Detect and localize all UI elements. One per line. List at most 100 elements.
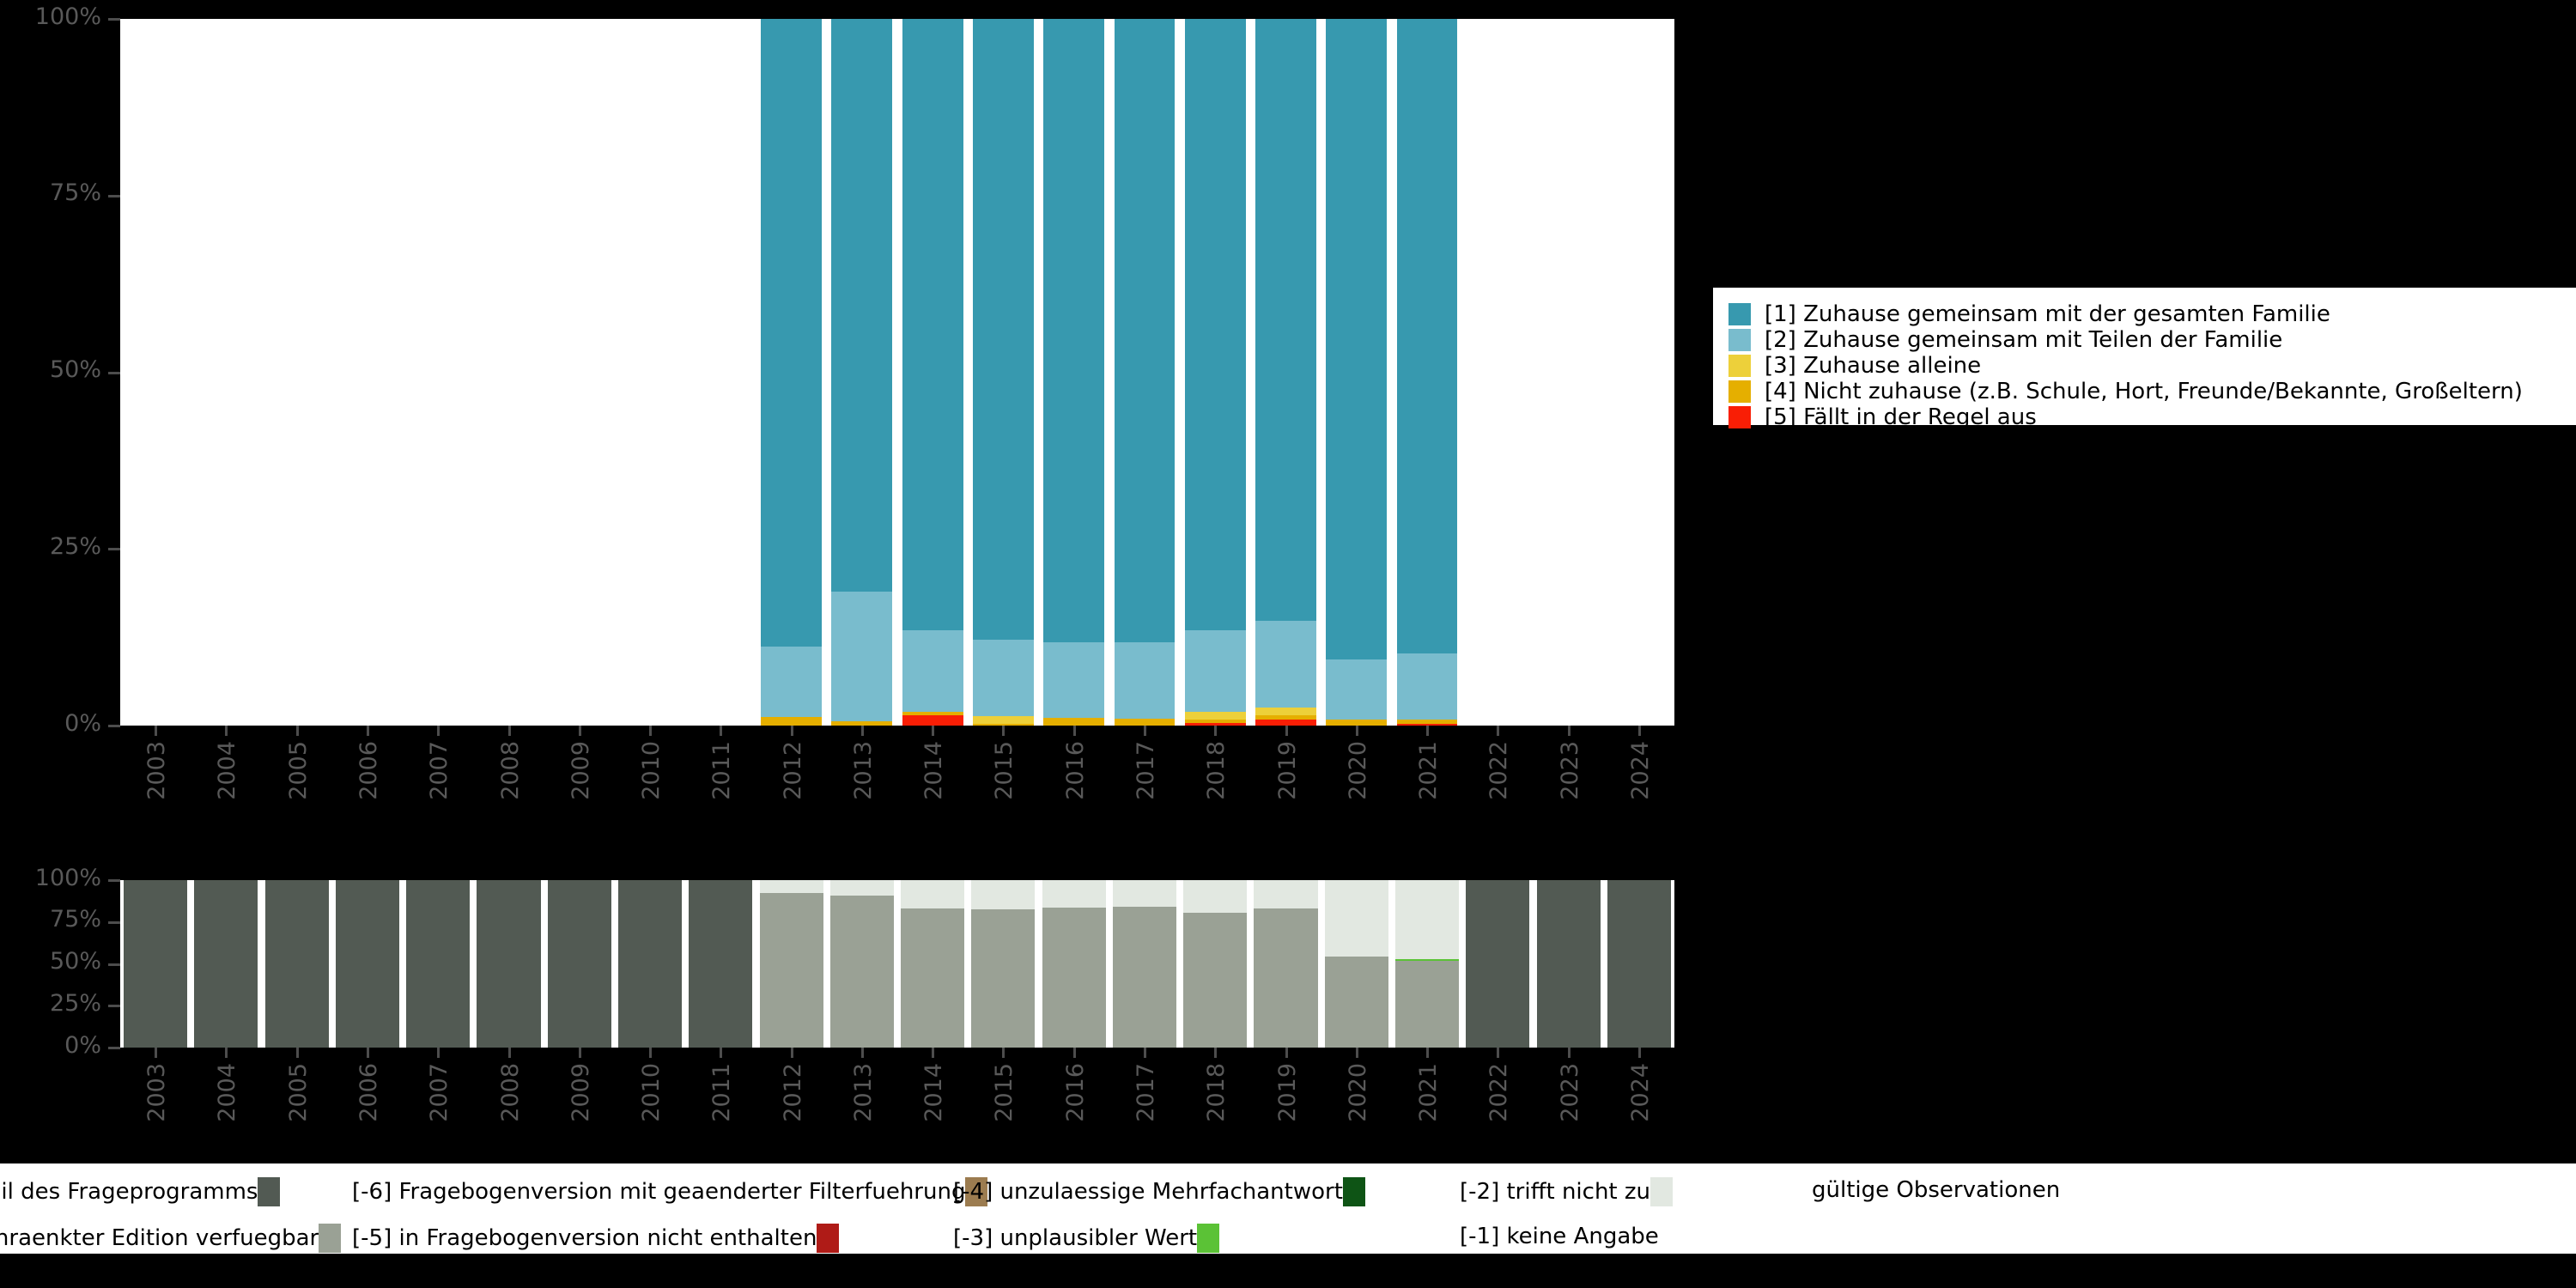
- main-chart-x-tick-mark: [507, 726, 511, 736]
- legend-item-5: [5] Fällt in der Regel aus: [1728, 404, 2561, 430]
- bar-segment: [973, 639, 1034, 717]
- main-chart-x-tick-mark: [225, 726, 228, 736]
- main-chart-x-tick-label: 2005: [284, 741, 312, 800]
- bar-2020: [1326, 19, 1388, 726]
- legend-item-4: [4] Nicht zuhause (z.B. Schule, Hort, Fr…: [1728, 379, 2561, 404]
- main-chart-x-tick-mark: [720, 726, 723, 736]
- missings-chart-x-tick-label: 2005: [284, 1063, 312, 1122]
- main-chart-x-tick-mark: [366, 726, 369, 736]
- main-chart-y-tick-mark: [108, 371, 120, 374]
- bar-segment: [831, 721, 893, 726]
- missings-chart-y-tick-mark: [108, 920, 120, 924]
- bar-segment: [1184, 629, 1246, 713]
- missings-chart-x-tick-mark: [507, 1048, 511, 1058]
- bar-segment: [689, 880, 753, 1048]
- bar-segment: [1114, 718, 1176, 726]
- bar-segment: [761, 19, 822, 647]
- bar-segment: [124, 880, 188, 1048]
- missings-chart-x-tick-label: 2008: [496, 1063, 524, 1122]
- missings-chart-x-tick-label: 2024: [1626, 1063, 1654, 1122]
- main-chart-y-tick-label: 75%: [49, 179, 101, 207]
- bar-2017: [1114, 19, 1176, 726]
- missings-chart-x-tick-label: 2003: [143, 1063, 171, 1122]
- main-chart-x-tick-label: 2024: [1626, 741, 1654, 800]
- bar-segment: [973, 716, 1034, 725]
- missings-chart-x-tick-label: 2007: [426, 1063, 453, 1122]
- bar-segment: [902, 715, 963, 726]
- missings-legend-item-1: in Jahr nicht Teil des Frageprogramms: [0, 1177, 281, 1206]
- missings-legend-swatch-icon: [817, 1224, 840, 1253]
- main-chart-x-tick-mark: [860, 726, 864, 736]
- missings-legend-row-2: nur in eingeschraenkter Edition verfuegb…: [0, 1218, 2576, 1265]
- legend-item-1: [1] Zuhause gemeinsam mit der gesamten F…: [1728, 301, 2561, 327]
- legend-item-label: [2] Zuhause gemeinsam mit Teilen der Fam…: [1765, 327, 2283, 353]
- bar-segment: [1043, 19, 1105, 642]
- bar-segment: [1396, 653, 1458, 720]
- bar-2018: [1183, 880, 1248, 1048]
- missings-chart-x-tick-mark: [1214, 1048, 1218, 1058]
- bar-2008: [477, 880, 541, 1048]
- main-chart-x-tick-label: 2009: [567, 741, 594, 800]
- bar-segment: [1114, 641, 1176, 719]
- missings-chart-y-tick-mark: [108, 1047, 120, 1049]
- bar-segment: [902, 19, 963, 630]
- missings-chart-y-tick-label: 50%: [49, 948, 101, 975]
- bar-segment: [901, 880, 965, 909]
- missings-chart-x-tick-label: 2010: [638, 1063, 665, 1122]
- legend-item-label: [5] Fällt in der Regel aus: [1765, 404, 2037, 430]
- missings-chart-legend: in Jahr nicht Teil des Frageprogramms [-6…: [0, 1163, 2576, 1254]
- bar-segment: [1536, 880, 1601, 1048]
- missings-chart-y-tick-label: 75%: [49, 906, 101, 933]
- legend-item-label: [3] Zuhause alleine: [1765, 353, 1982, 379]
- bar-2017: [1112, 880, 1176, 1048]
- main-chart-x-tick-mark: [649, 726, 653, 736]
- missings-chart-x-tick-label: 2022: [1485, 1063, 1513, 1122]
- bar-2007: [406, 880, 471, 1048]
- main-chart-x-tick-label: 2014: [920, 741, 948, 800]
- bar-segment: [1184, 722, 1246, 726]
- bar-segment: [406, 880, 471, 1048]
- bar-segment: [1114, 19, 1176, 642]
- missings-chart-y-tick-mark: [108, 1005, 120, 1008]
- missings-legend-row-1: in Jahr nicht Teil des Frageprogramms [-6…: [0, 1172, 2576, 1218]
- bar-2014: [902, 19, 963, 726]
- missings-legend-item-3: [-3] unplausibler Wert: [953, 1224, 1220, 1253]
- missings-legend-swatch-icon: [1197, 1224, 1220, 1253]
- legend-item-label: [1] Zuhause gemeinsam mit der gesamten F…: [1765, 301, 2330, 327]
- bar-2016: [1043, 19, 1105, 726]
- main-chart-y-tick-mark: [108, 18, 120, 21]
- bar-segment: [1466, 880, 1530, 1048]
- main-chart-x-tick-label: 2017: [1132, 741, 1159, 800]
- missings-chart-x-tick-mark: [155, 1048, 158, 1058]
- missings-chart-x-tick-label: 2006: [355, 1063, 382, 1122]
- bar-segment: [1042, 908, 1106, 1048]
- legend-item-3: [3] Zuhause alleine: [1728, 353, 2561, 379]
- main-chart-legend: [1] Zuhause gemeinsam mit der gesamten F…: [1713, 288, 2576, 430]
- bar-2024: [1607, 880, 1671, 1048]
- bar-segment: [1255, 19, 1316, 622]
- missings-chart-x-tick-mark: [1002, 1048, 1005, 1058]
- main-chart-y-tick-mark: [108, 194, 120, 197]
- bar-2009: [547, 880, 611, 1048]
- bar-segment: [973, 19, 1034, 640]
- main-chart-x-tick-label: 2019: [1273, 741, 1301, 800]
- main-chart-y-tick-label: 100%: [34, 3, 101, 30]
- bar-segment: [1183, 880, 1248, 914]
- bar-segment: [1607, 880, 1671, 1048]
- missings-legend-item-label: [-1] keine Angabe: [1460, 1224, 1659, 1249]
- missings-chart-y-tick-mark: [108, 879, 120, 882]
- bar-segment: [1254, 908, 1318, 1048]
- main-chart-x-tick-mark: [1285, 726, 1288, 736]
- main-chart-y-tick-label: 50%: [49, 356, 101, 384]
- main-chart-x-tick-label: 2003: [143, 741, 171, 800]
- missings-chart-x-tick-label: 2020: [1344, 1063, 1371, 1122]
- bar-segment: [1326, 659, 1388, 720]
- missings-legend-swatch-icon: [1342, 1177, 1365, 1206]
- bar-2013: [831, 19, 893, 726]
- bar-segment: [971, 909, 1036, 1048]
- main-chart-x-tick-label: 2022: [1485, 741, 1513, 800]
- missings-chart-x-tick-mark: [1355, 1048, 1358, 1058]
- missings-chart-x-tick-label: 2019: [1273, 1063, 1301, 1122]
- bar-segment: [761, 717, 822, 726]
- main-chart-x-tick-mark: [1567, 726, 1571, 736]
